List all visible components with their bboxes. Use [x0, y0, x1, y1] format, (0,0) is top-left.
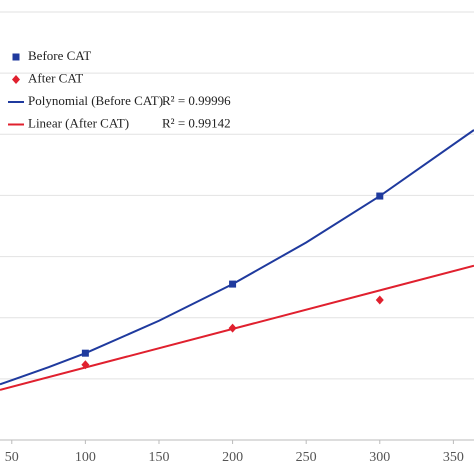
legend-label: Linear (After CAT): [28, 115, 129, 130]
x-tick-label: 150: [148, 450, 169, 465]
legend-marker: [12, 75, 20, 84]
data-point: [229, 280, 237, 288]
r-squared-label: R² = 0.99996: [162, 93, 231, 108]
data-point: [81, 360, 90, 370]
data-point: [376, 192, 384, 200]
trend-line: [0, 129, 474, 386]
legend-label: Polynomial (Before CAT): [28, 93, 163, 108]
data-point: [81, 349, 89, 357]
r-squared-label: R² = 0.99142: [162, 115, 231, 130]
data-point: [228, 323, 237, 333]
x-tick-label: 100: [75, 450, 96, 465]
legend-label: After CAT: [28, 70, 83, 85]
data-point: [375, 295, 384, 305]
x-tick-label: 250: [296, 450, 317, 465]
legend-marker: [12, 53, 20, 61]
x-tick-label: 200: [222, 450, 243, 465]
x-tick-label: 300: [369, 450, 390, 465]
x-tick-label: 350: [443, 450, 464, 465]
trend-line: [0, 264, 474, 391]
legend-label: Before CAT: [28, 48, 91, 63]
x-tick-label: 50: [5, 450, 19, 465]
